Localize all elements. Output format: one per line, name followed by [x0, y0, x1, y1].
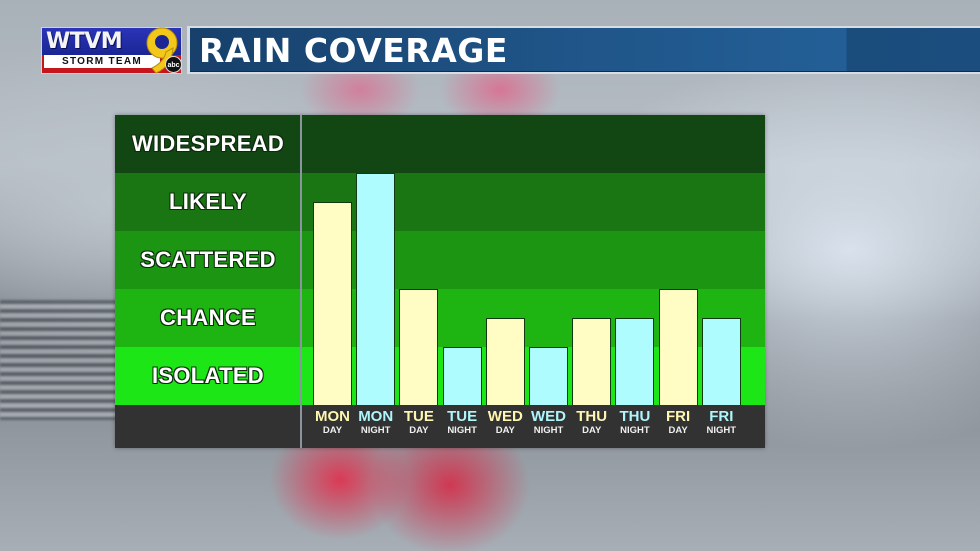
- bar-fri-day: [658, 289, 698, 405]
- x-label-day: THU: [619, 408, 651, 425]
- x-label-part: NIGHT: [620, 425, 650, 436]
- x-axis-label: WED NIGHT: [527, 408, 571, 437]
- y-level-label: ISOLATED: [152, 363, 264, 388]
- x-label-part: DAY: [409, 425, 429, 436]
- station-logo: WTVM STORM TEAM abc: [41, 27, 182, 74]
- channel-nine-icon: [146, 27, 178, 74]
- x-label-day: FRI: [709, 408, 734, 425]
- bar-fri-night: [701, 318, 741, 405]
- bar-mon-night: [356, 173, 396, 405]
- bar-thu-day: [572, 318, 612, 405]
- x-axis-label: WED DAY: [483, 408, 527, 437]
- band-widespread: [115, 115, 765, 173]
- bar-wed-night: [529, 347, 568, 405]
- x-label-day: WED: [531, 408, 566, 425]
- logo-call-letters: WTVM: [46, 29, 123, 54]
- bar-thu-night: [615, 318, 655, 405]
- title-bar: RAIN COVERAGE: [187, 26, 980, 74]
- x-label-part: NIGHT: [360, 425, 391, 436]
- band-likely: [115, 173, 765, 231]
- logo-subtitle: STORM TEAM: [44, 55, 160, 68]
- background-water: [0, 300, 120, 420]
- x-label-part: NIGHT: [447, 425, 477, 436]
- x-label-day: WED: [487, 408, 523, 425]
- x-label-day: TUE: [403, 408, 434, 425]
- bar-tue-night: [442, 347, 482, 405]
- x-label-part: DAY: [322, 425, 343, 436]
- x-axis-label: MON DAY: [311, 408, 355, 437]
- x-label-day: MON: [315, 408, 350, 425]
- x-label-day: MON: [358, 408, 394, 425]
- x-axis-row: [115, 405, 765, 448]
- band-chance: [115, 289, 765, 347]
- axis-divider: [300, 115, 302, 448]
- bar-tue-day: [399, 289, 439, 405]
- x-label-part: DAY: [495, 425, 515, 436]
- x-axis-label: TUE NIGHT: [440, 408, 484, 437]
- rain-coverage-chart: ISOLATED CHANCE SCATTERED LIKELY WIDESPREAD …: [115, 115, 765, 448]
- x-label-day: FRI: [666, 408, 691, 425]
- x-label-day: THU: [576, 408, 608, 425]
- x-axis-label: FRI NIGHT: [699, 408, 743, 437]
- x-axis-label: FRI DAY: [656, 408, 700, 437]
- x-label-part: DAY: [582, 425, 602, 436]
- x-axis-label: MON NIGHT: [354, 408, 398, 437]
- y-level-label: CHANCE: [160, 305, 256, 330]
- band-scattered: [115, 231, 765, 289]
- x-axis-label: THU NIGHT: [613, 408, 657, 437]
- x-axis-label: THU DAY: [570, 408, 614, 437]
- x-label-part: NIGHT: [706, 425, 737, 436]
- network-abc-logo: abc: [165, 56, 182, 73]
- y-level-label: SCATTERED: [140, 247, 276, 272]
- band-isolated: [115, 347, 765, 405]
- bar-wed-day: [485, 318, 525, 405]
- x-axis-label: TUE DAY: [397, 408, 441, 437]
- page-title: RAIN COVERAGE: [199, 31, 508, 70]
- y-level-label: WIDESPREAD: [131, 131, 285, 156]
- x-label-day: TUE: [447, 408, 478, 425]
- x-label-part: DAY: [668, 425, 688, 436]
- bar-mon-day: [313, 202, 352, 405]
- y-level-label: LIKELY: [168, 189, 247, 214]
- x-label-part: NIGHT: [533, 425, 564, 436]
